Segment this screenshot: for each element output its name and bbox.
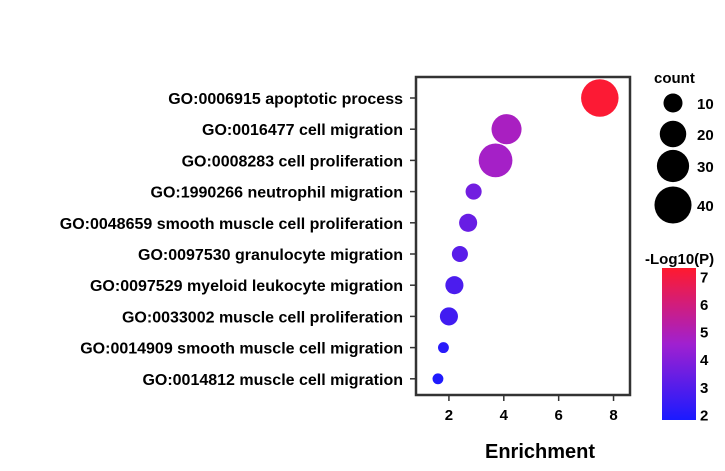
- bubble: [581, 79, 619, 117]
- x-tick-label: 4: [500, 407, 509, 424]
- term-label: GO:0014812 muscle cell migration: [142, 372, 403, 389]
- term-label: GO:0033002 muscle cell proliferation: [122, 309, 403, 326]
- size-legend-dot: [659, 120, 687, 148]
- bubble: [432, 373, 444, 385]
- term-label: GO:0097529 myeloid leukocyte migration: [90, 278, 403, 295]
- x-tick-label: 2: [445, 407, 453, 424]
- term-label: GO:0006915 apoptotic process: [168, 91, 403, 108]
- size-legend-label: 40: [697, 198, 714, 215]
- bubbles: [432, 79, 619, 385]
- term-label: GO:0008283 cell proliferation: [182, 153, 403, 170]
- term-label: GO:0048659 smooth muscle cell proliferat…: [60, 216, 403, 233]
- x-tick-label: 8: [609, 407, 617, 424]
- term-label: GO:0016477 cell migration: [202, 122, 403, 139]
- color-bar: [662, 268, 696, 420]
- bubble: [451, 245, 468, 263]
- term-label: GO:0097530 granulocyte migration: [138, 247, 403, 264]
- color-legend-tick-label: 4: [700, 352, 709, 369]
- bubble: [439, 307, 458, 326]
- size-legend-label: 20: [697, 127, 714, 144]
- bubble: [445, 276, 464, 295]
- term-label: GO:1990266 neutrophil migration: [151, 185, 404, 202]
- size-legend-dot: [663, 93, 683, 113]
- bubble: [459, 213, 478, 232]
- plot-panel: [414, 75, 632, 397]
- size-legend-title: count: [654, 70, 695, 87]
- bubble: [478, 143, 513, 178]
- color-legend-tick-label: 2: [700, 407, 708, 424]
- x-axis-label: Enrichment: [485, 441, 595, 463]
- bubble: [491, 114, 522, 145]
- color-legend-tick-label: 6: [700, 297, 708, 314]
- term-labels: GO:0006915 apoptotic process GO:0016477 c…: [60, 91, 416, 389]
- color-legend-ticks: 2 3 4 5 6 7: [700, 269, 709, 424]
- term-label: GO:0014909 smooth muscle cell migration: [80, 341, 403, 358]
- x-axis-ticks: 2 4 6 8: [445, 395, 618, 424]
- bubble: [437, 342, 449, 354]
- size-legend-label: 10: [697, 96, 714, 113]
- size-legend: 10 20 30 40: [654, 93, 714, 224]
- size-legend-dot: [654, 186, 692, 224]
- size-legend-dot: [656, 149, 690, 183]
- size-legend-label: 30: [697, 159, 714, 176]
- color-legend-tick-label: 5: [700, 325, 708, 342]
- bubble: [465, 183, 482, 200]
- color-legend-title: -Log10(P): [645, 251, 714, 268]
- color-legend-tick-label: 7: [700, 269, 708, 286]
- x-tick-label: 6: [554, 407, 562, 424]
- color-legend-tick-label: 3: [700, 380, 708, 397]
